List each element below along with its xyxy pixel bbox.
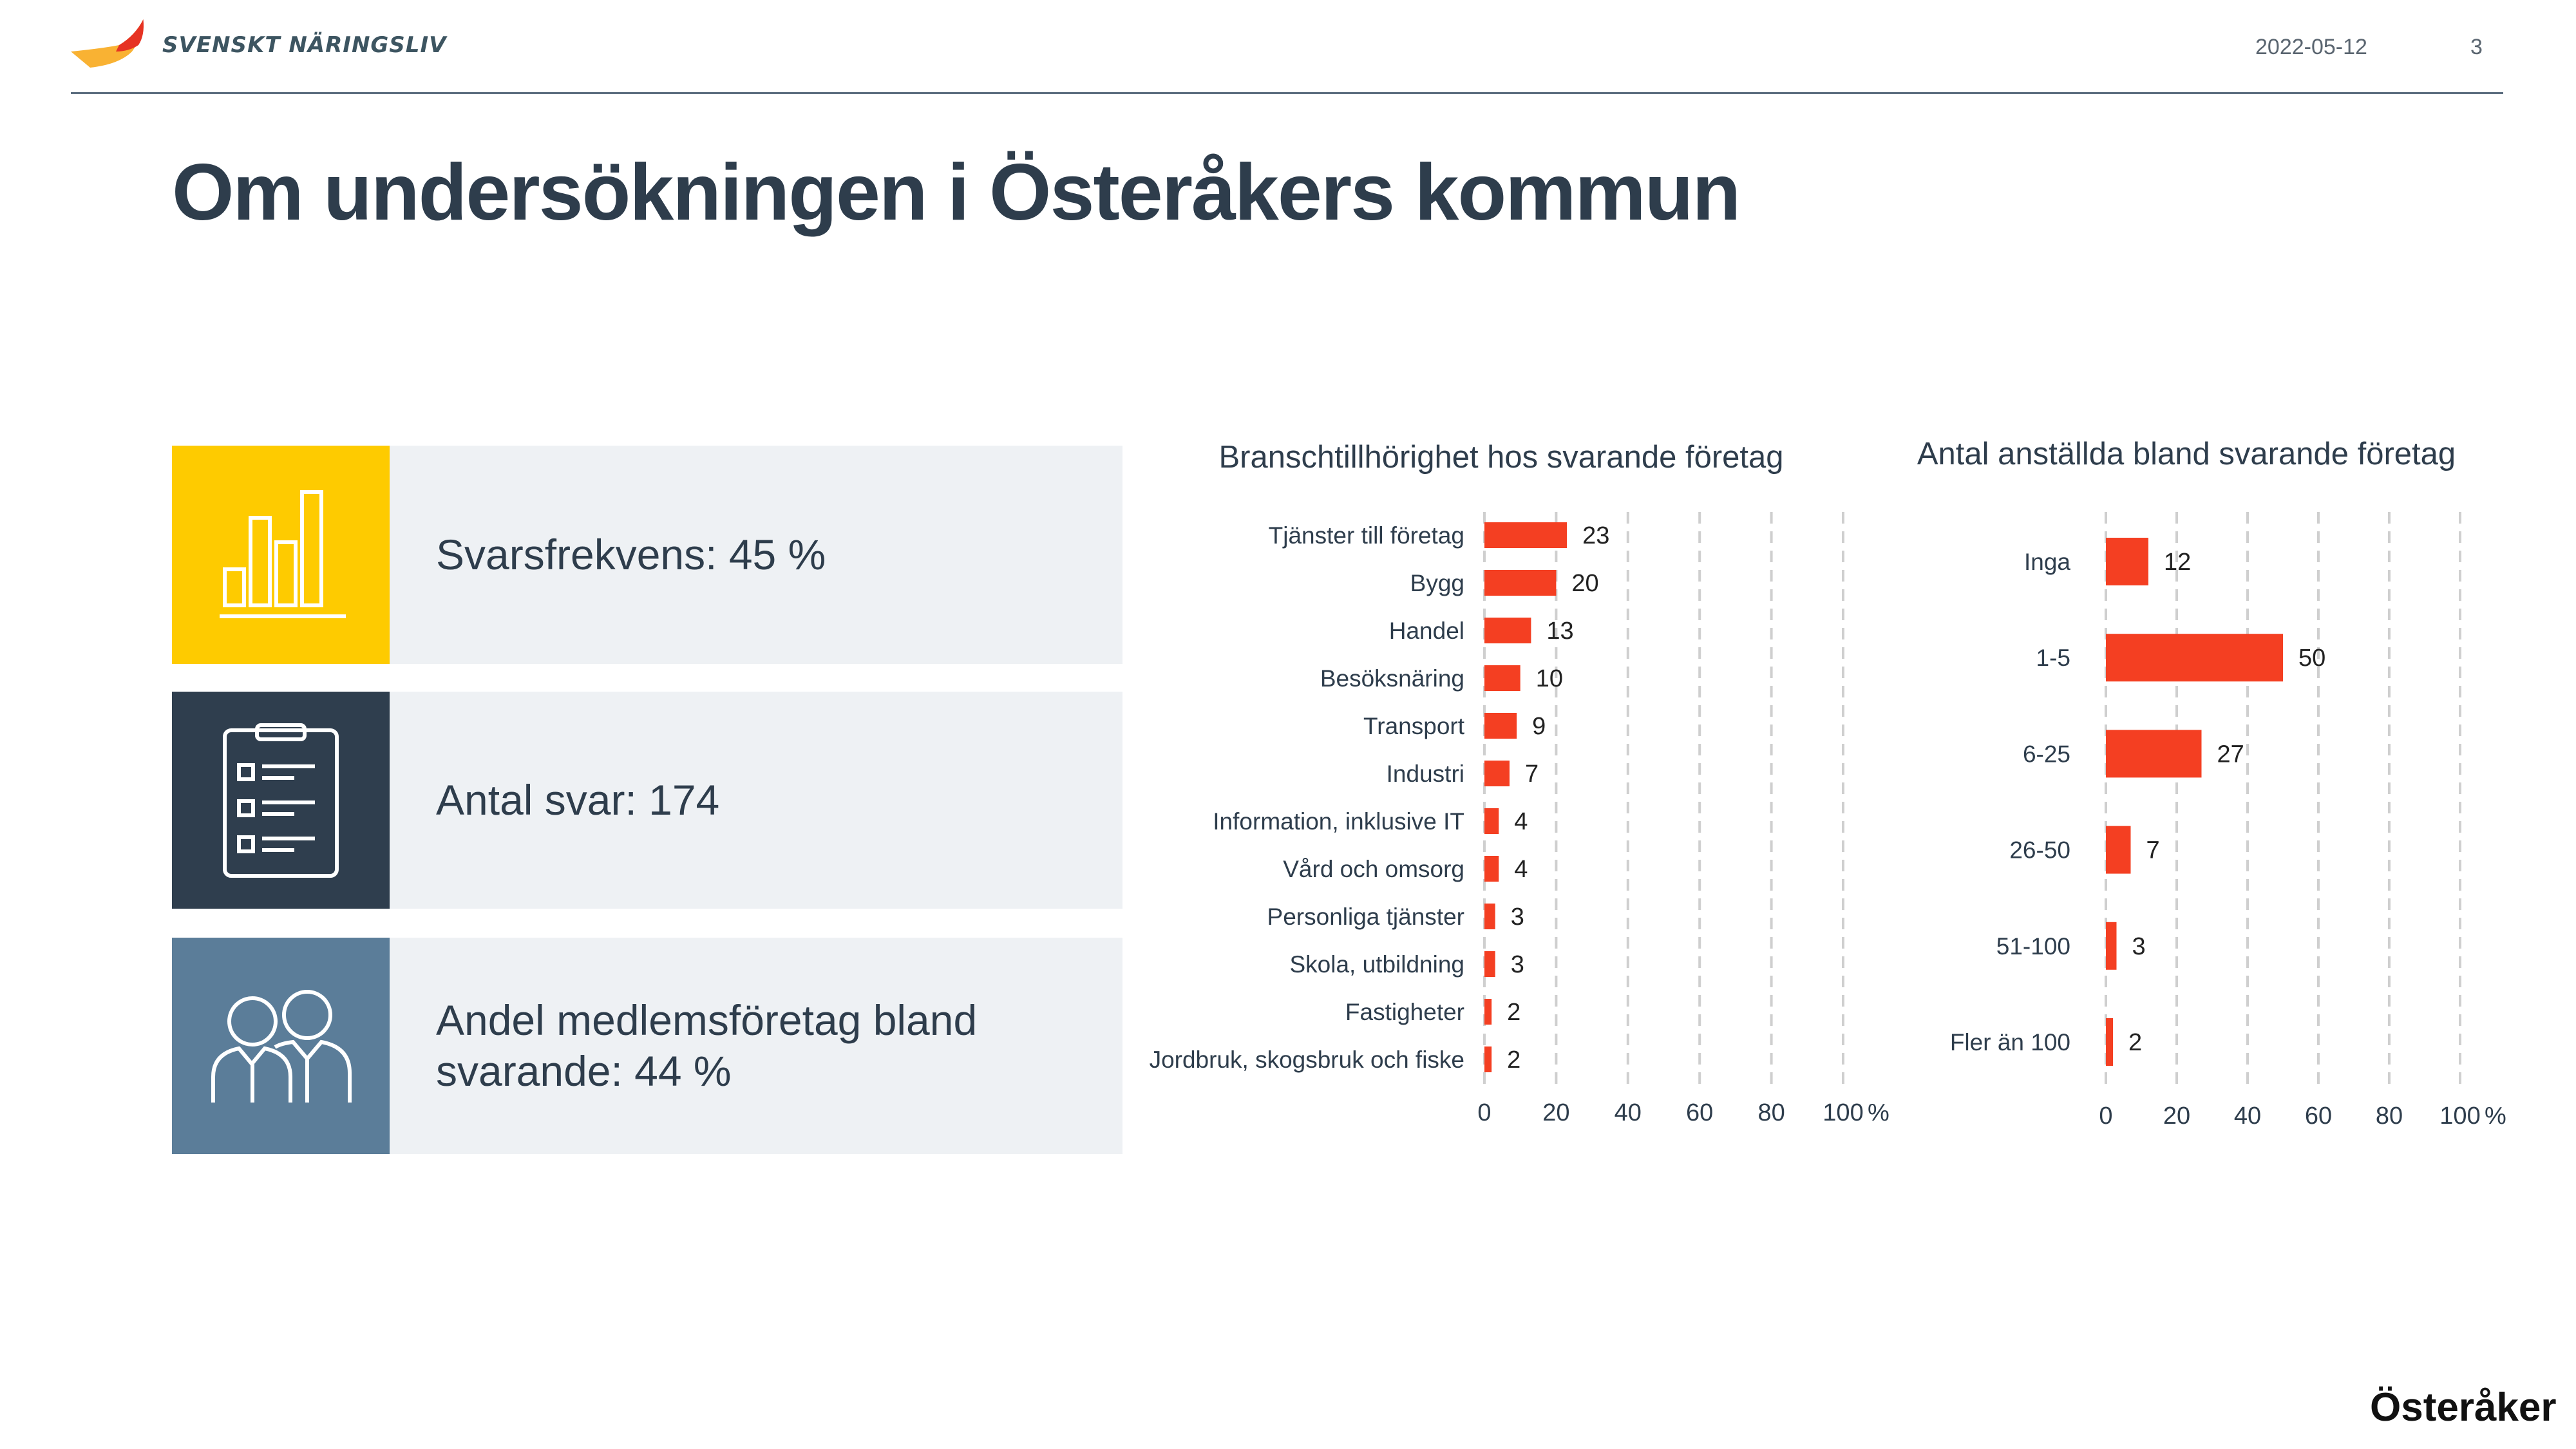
x-tick-label: 80 [2376, 1103, 2403, 1130]
member-share-card: Andel medlemsföretag bland svarande: 44 … [390, 938, 1122, 1154]
data-label: 4 [1514, 856, 1528, 883]
response-rate-label: Svarsfrekvens: 45 % [436, 530, 826, 578]
bar [2106, 826, 2131, 874]
x-tick-label: 60 [2305, 1103, 2332, 1130]
bar [2106, 922, 2117, 970]
x-tick-label: 100 [2439, 1103, 2480, 1130]
x-axis-unit: % [1868, 1099, 1889, 1126]
category-label: Skola, utbildning [1289, 951, 1464, 978]
category-label: Bygg [1410, 570, 1464, 596]
bar [1484, 1046, 1492, 1072]
bar [2106, 538, 2148, 585]
bar [1484, 808, 1499, 834]
bar [2106, 1018, 2113, 1066]
bar [1484, 999, 1492, 1025]
data-label: 23 [1582, 522, 1609, 549]
data-label: 7 [2146, 837, 2160, 864]
x-tick-label: 20 [1542, 1099, 1569, 1126]
x-axis-unit: % [2485, 1103, 2506, 1130]
logo-text: SVENSKT NÄRINGSLIV [162, 32, 447, 58]
date: 2022-05-12 [2255, 35, 2367, 59]
bar-chart-icon [220, 490, 346, 618]
bar [1484, 904, 1495, 929]
data-label: 27 [2217, 741, 2244, 768]
x-tick-label: 100 [1823, 1099, 1863, 1126]
header-divider [71, 92, 2503, 94]
bar [1484, 951, 1495, 977]
page-number: 3 [2470, 35, 2483, 59]
data-label: 3 [1511, 951, 1524, 978]
card-icon-box [172, 692, 390, 909]
data-label: 4 [1514, 808, 1528, 835]
category-label: Transport [1363, 713, 1465, 739]
member-share-label: Andel medlemsföretag bland svarande: 44 … [436, 996, 978, 1095]
data-label: 2 [1507, 1046, 1520, 1074]
category-label: Inga [2024, 549, 2070, 575]
card-icon-box [172, 938, 390, 1154]
bar [1484, 713, 1517, 739]
category-label: Fler än 100 [1950, 1029, 2070, 1056]
data-label: 9 [1532, 713, 1546, 740]
municipality-name: Österåker [2370, 1385, 2557, 1430]
data-label: 7 [1525, 761, 1539, 788]
category-label: Tjänster till företag [1269, 522, 1464, 549]
response-count-card: Antal svar: 174 [390, 692, 1122, 909]
category-label: 26-50 [2009, 837, 2070, 864]
clipboard-checklist-icon [223, 723, 339, 878]
bar [1484, 570, 1557, 596]
category-label: Vård och omsorg [1283, 856, 1464, 882]
x-tick-label: 40 [2234, 1103, 2261, 1130]
data-label: 3 [1511, 904, 1524, 931]
category-label: 6-25 [2023, 741, 2070, 767]
response-count-label: Antal svar: 174 [436, 775, 720, 824]
x-tick-label: 40 [1615, 1099, 1642, 1126]
bar [2106, 634, 2283, 682]
data-label: 12 [2164, 549, 2191, 576]
category-label: 1-5 [2036, 645, 2070, 671]
svenskt-naringsliv-logo [71, 19, 144, 68]
data-label: 2 [1507, 999, 1520, 1026]
data-label: 13 [1546, 618, 1573, 645]
category-label: Besöksnäring [1320, 665, 1464, 692]
data-label: 3 [2132, 933, 2146, 960]
data-label: 20 [1571, 570, 1598, 597]
category-label: Fastigheter [1345, 999, 1464, 1025]
category-label: Jordbruk, skogsbruk och fiske [1150, 1046, 1464, 1073]
data-label: 50 [2298, 645, 2325, 672]
chart-title: Antal anställda bland svarande företag [1917, 437, 2456, 471]
bar [2106, 730, 2202, 778]
category-label: Personliga tjänster [1267, 904, 1464, 930]
data-label: 2 [2128, 1029, 2142, 1056]
page-title: Om undersökningen i Österåkers kommun [172, 148, 1741, 237]
chart-title: Branschtillhörighet hos svarande företag [1218, 440, 1784, 475]
x-tick-label: 60 [1686, 1099, 1713, 1126]
people-icon [211, 990, 352, 1103]
bar [1484, 665, 1520, 691]
bar [1484, 856, 1499, 882]
category-label: Information, inklusive IT [1213, 808, 1464, 835]
response-rate-card: Svarsfrekvens: 45 % [390, 446, 1122, 664]
x-tick-label: 80 [1757, 1099, 1785, 1126]
x-tick-label: 20 [2163, 1103, 2190, 1130]
category-label: Industri [1387, 761, 1464, 787]
bar [1484, 761, 1510, 786]
bar [1484, 618, 1531, 643]
category-label: 51-100 [1996, 933, 2070, 960]
category-label: Handel [1389, 618, 1464, 644]
x-tick-label: 0 [1477, 1099, 1491, 1126]
x-tick-label: 0 [2099, 1103, 2112, 1130]
data-label: 10 [1536, 665, 1563, 692]
bar [1484, 522, 1567, 548]
card-icon-box [172, 446, 390, 664]
